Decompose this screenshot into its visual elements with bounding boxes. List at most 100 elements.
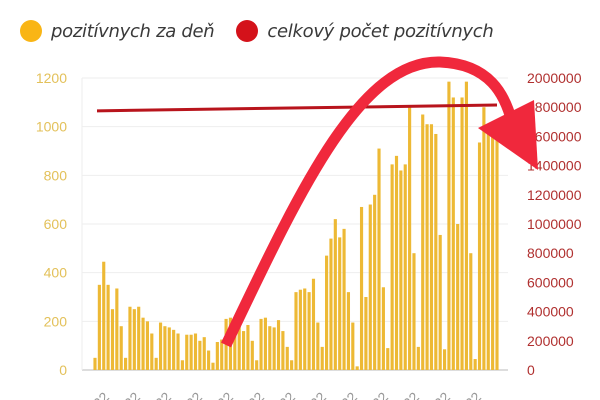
right-y-axis: 0 200000 400000 600000 800000 1000000 1200000 1…: [527, 70, 582, 378]
bar: [189, 334, 193, 370]
bar: [128, 306, 132, 370]
right-axis-tick-label: 1400000: [527, 158, 582, 174]
bar: [429, 124, 434, 370]
bar: [469, 253, 473, 370]
left-axis-tick-label: 400: [44, 265, 68, 281]
right-axis-tick-label: 0: [527, 362, 535, 378]
bar: [158, 322, 163, 370]
bar: [307, 292, 311, 370]
bar: [176, 333, 180, 370]
x-axis-tick-label: 2022: [327, 389, 360, 400]
right-axis-tick-label: 1800000: [527, 99, 582, 115]
bar: [320, 346, 324, 370]
bar: [150, 333, 154, 370]
right-axis-tick-label: 400000: [527, 304, 574, 320]
bar: [368, 204, 372, 370]
daily-positive-bars: [93, 81, 499, 371]
bar: [464, 81, 468, 371]
bar: [294, 292, 298, 370]
left-axis-tick-label: 0: [59, 362, 67, 378]
bar: [132, 309, 136, 370]
bar: [412, 253, 416, 370]
legend-label: pozitívnych za deň: [51, 20, 215, 42]
bar: [154, 357, 158, 370]
bar: [215, 342, 219, 370]
bar: [495, 140, 499, 370]
bar: [325, 255, 329, 370]
bar: [115, 288, 119, 370]
bar: [451, 97, 455, 370]
bar: [97, 284, 101, 370]
bar: [303, 288, 307, 370]
bar: [408, 105, 412, 370]
bar: [456, 224, 460, 370]
right-axis-tick-label: 1600000: [527, 128, 582, 144]
bar: [202, 337, 206, 370]
x-axis-tick-label: 2022: [420, 389, 453, 400]
bar: [259, 318, 263, 370]
left-y-axis: 0 200 400 600 800 1000 1200: [36, 70, 67, 378]
bar: [346, 292, 351, 370]
bar: [434, 133, 438, 370]
cumulative-positive-line: [96, 103, 498, 113]
bar: [110, 309, 115, 370]
bar: [141, 317, 145, 370]
bar: [167, 327, 171, 370]
bar: [233, 326, 237, 370]
bar: [250, 340, 254, 370]
bar: [255, 360, 259, 370]
bar: [211, 362, 215, 370]
bar: [102, 261, 106, 370]
bar: [359, 206, 364, 370]
bar: [268, 326, 272, 370]
bar: [421, 114, 425, 370]
x-axis-tick-label: 2022: [451, 389, 484, 400]
x-axis-tick-label: 2022: [110, 389, 143, 400]
x-axis-tick-label: 2022: [296, 389, 329, 400]
bar: [473, 359, 477, 370]
bar: [285, 346, 289, 370]
bar: [290, 360, 294, 370]
bar: [263, 317, 267, 370]
legend-item-daily-positive[interactable]: pozitívnych za deň: [20, 20, 215, 42]
bar: [355, 366, 359, 370]
bar: [442, 349, 447, 370]
annotation-arrow-icon: [221, 56, 538, 348]
right-axis-tick-label: 600000: [527, 274, 574, 290]
bar: [220, 339, 224, 370]
bar: [137, 306, 141, 370]
right-axis-tick-label: 800000: [527, 245, 574, 261]
bar: [390, 164, 394, 370]
x-axis-tick-label: 2022: [265, 389, 298, 400]
right-axis-tick-label: 1200000: [527, 187, 582, 203]
bar: [241, 331, 246, 370]
bar: [394, 155, 399, 370]
bar: [272, 327, 276, 370]
bar: [193, 333, 198, 370]
bar: [377, 148, 381, 370]
bar: [486, 126, 490, 371]
bar: [364, 297, 368, 370]
x-axis-tick-label: 2022: [389, 389, 422, 400]
left-axis-tick-label: 800: [44, 167, 68, 183]
bar: [106, 284, 110, 370]
right-axis-tick-label: 2000000: [527, 70, 582, 86]
bar: [447, 81, 451, 371]
bar: [198, 340, 202, 370]
bar: [381, 287, 385, 370]
bar: [373, 194, 377, 370]
bar: [338, 237, 342, 370]
left-axis-tick-label: 200: [44, 313, 68, 329]
bar: [145, 321, 150, 370]
bar: [460, 97, 464, 370]
bar: [172, 329, 176, 370]
bar: [425, 124, 429, 370]
legend-item-total-positive[interactable]: celkový počet pozitívnych: [236, 20, 494, 42]
bar: [207, 350, 211, 370]
x-axis-tick-label: 2022: [358, 389, 391, 400]
bar: [482, 107, 486, 370]
bar: [386, 348, 390, 370]
x-axis-tick-label: 2022: [141, 389, 174, 400]
bar: [163, 326, 167, 370]
